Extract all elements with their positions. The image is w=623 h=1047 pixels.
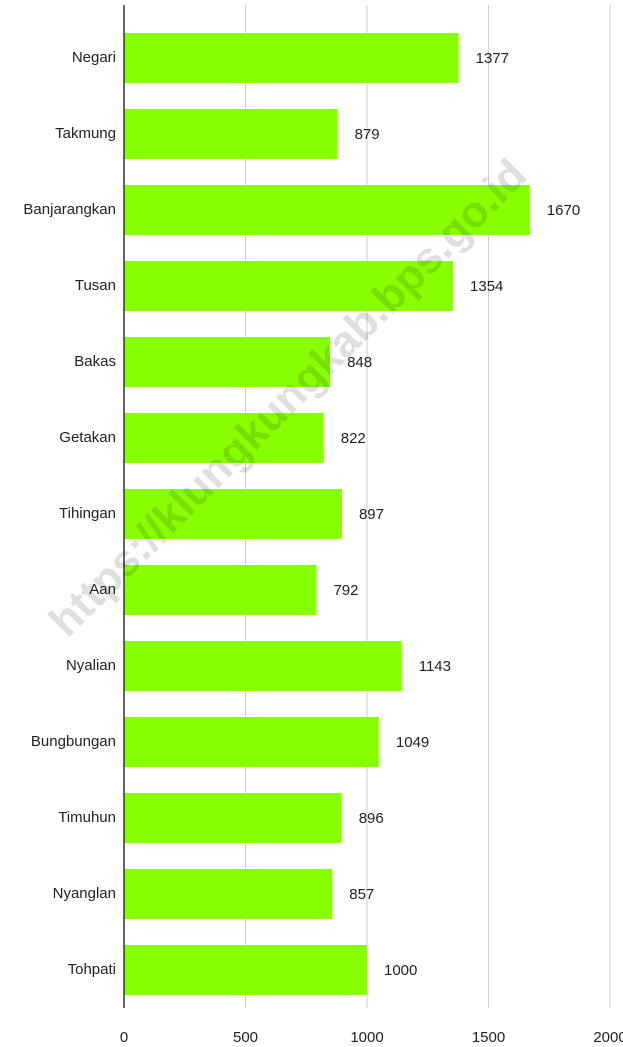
- value-label: 822: [341, 430, 366, 447]
- y-tick-label: Timuhun: [58, 809, 116, 826]
- bar: [124, 489, 342, 539]
- bar: [124, 185, 530, 235]
- y-tick-label: Bakas: [74, 353, 116, 370]
- value-label: 1000: [384, 962, 417, 979]
- x-tick-label: 1500: [472, 1029, 505, 1046]
- y-tick-label: Getakan: [59, 429, 116, 446]
- y-tick-label: Tohpati: [68, 961, 116, 978]
- x-tick-label: 1000: [350, 1029, 383, 1046]
- value-label: 792: [333, 582, 358, 599]
- value-label: 1354: [470, 278, 503, 295]
- y-tick-label: Negari: [72, 49, 116, 66]
- value-label: 1670: [547, 202, 580, 219]
- x-tick-label: 2000: [593, 1029, 623, 1046]
- x-tick-label: 500: [233, 1029, 258, 1046]
- y-tick-label: Nyanglan: [53, 885, 116, 902]
- bar: [124, 717, 379, 767]
- bar: [124, 565, 317, 615]
- value-label: 879: [355, 126, 380, 143]
- value-label: 896: [359, 810, 384, 827]
- value-label: 857: [349, 886, 374, 903]
- bar: [124, 109, 338, 159]
- y-tick-label: Takmung: [55, 125, 116, 142]
- y-tick-label: Bungbungan: [31, 733, 116, 750]
- y-tick-label: Nyalian: [66, 657, 116, 674]
- value-label: 1049: [396, 734, 429, 751]
- value-label: 897: [359, 506, 384, 523]
- bar: [124, 641, 402, 691]
- bar: [124, 793, 342, 843]
- bar: [124, 945, 367, 995]
- x-tick-label: 0: [120, 1029, 128, 1046]
- y-tick-label: Tihingan: [59, 505, 116, 522]
- y-tick-label: Aan: [89, 581, 116, 598]
- y-tick-label: Banjarangkan: [23, 201, 116, 218]
- bar: [124, 33, 459, 83]
- bar: [124, 413, 324, 463]
- bar: [124, 337, 331, 387]
- bar: [124, 261, 454, 311]
- y-tick-label: Tusan: [75, 277, 116, 294]
- value-label: 848: [347, 354, 372, 371]
- bar: [124, 869, 333, 919]
- value-label: 1143: [419, 658, 451, 675]
- value-label: 1377: [476, 50, 509, 67]
